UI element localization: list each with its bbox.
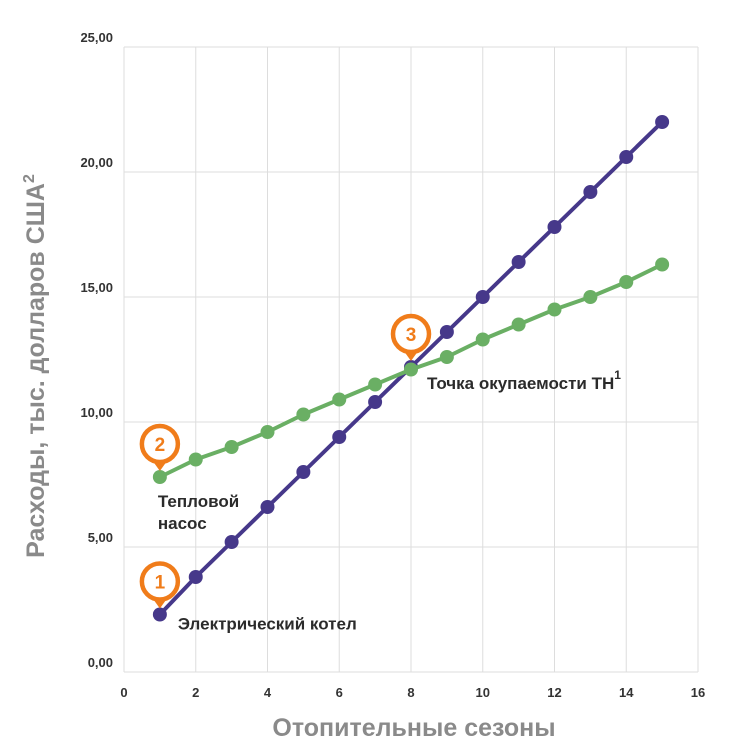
annotation-label-1: Электрический котел [178, 615, 357, 634]
marker-number: 3 [406, 325, 417, 346]
x-axis-title: Отопительные сезоны [272, 714, 555, 742]
data-point [152, 470, 167, 484]
annotation-label-2: Тепловой насос [158, 492, 239, 533]
data-point [224, 440, 239, 454]
data-point [511, 317, 526, 332]
y-axis-title-sup: 2 [21, 174, 38, 183]
data-point [475, 290, 490, 304]
data-point [332, 430, 347, 444]
data-point [655, 115, 670, 129]
data-point [260, 425, 275, 439]
data-point [224, 535, 239, 549]
data-point [655, 257, 670, 272]
y-tick-label: 15,00 [80, 280, 113, 295]
data-point [368, 377, 383, 392]
data-point [260, 500, 275, 514]
x-tick-label: 10 [476, 685, 490, 700]
data-point [619, 275, 634, 289]
marker-3: 3 [390, 313, 432, 361]
x-tick-label: 16 [691, 685, 705, 700]
y-tick-label: 20,00 [80, 155, 113, 170]
marker-number: 1 [155, 573, 166, 594]
y-axis-title: Расходы, тыс. долларов США2 [21, 174, 50, 558]
annotation-label-3: Точка окупаемости ТН1 [427, 368, 621, 393]
data-point [296, 465, 311, 479]
series-lines [152, 115, 670, 622]
x-tick-label: 4 [264, 685, 272, 700]
data-point [188, 452, 203, 467]
data-point [404, 362, 418, 377]
data-point [368, 395, 383, 409]
y-tick-label: 25,00 [80, 30, 113, 45]
data-point [547, 220, 562, 234]
marker-1: 1 [139, 561, 181, 609]
data-point [475, 332, 490, 347]
data-point [188, 570, 203, 584]
marker-number: 2 [155, 435, 166, 456]
marker-circle [390, 313, 432, 355]
marker-2: 2 [139, 423, 181, 471]
x-tick-label: 6 [336, 685, 343, 700]
y-tick-label: 0,00 [88, 655, 113, 670]
x-tick-label: 12 [547, 685, 561, 700]
marker-circle [139, 561, 181, 602]
data-point [332, 392, 347, 407]
data-point [152, 607, 167, 622]
data-point [439, 325, 454, 339]
data-point [547, 302, 562, 317]
x-tick-label: 8 [407, 685, 414, 700]
annotation-markers: 1 2 3 [139, 313, 432, 609]
y-tick-labels: 0,00 5,00 10,00 15,00 20,00 25,00 [80, 30, 113, 670]
data-point [511, 255, 526, 269]
x-tick-labels: 0 2 4 6 8 10 12 14 16 [120, 685, 705, 700]
y-axis-title-text: Расходы, тыс. долларов США [22, 183, 50, 558]
data-point [296, 407, 311, 422]
x-tick-label: 0 [120, 685, 127, 700]
data-point [583, 185, 598, 199]
data-point [619, 150, 634, 164]
y-tick-label: 5,00 [88, 530, 113, 545]
x-tick-label: 2 [192, 685, 199, 700]
y-tick-label: 10,00 [80, 405, 113, 420]
data-point [439, 350, 454, 364]
data-point [583, 290, 598, 304]
x-tick-label: 14 [619, 685, 634, 700]
annotation-labels: Электрический котел Тепловой насос Точка ок… [158, 368, 621, 634]
marker-circle [139, 423, 181, 465]
